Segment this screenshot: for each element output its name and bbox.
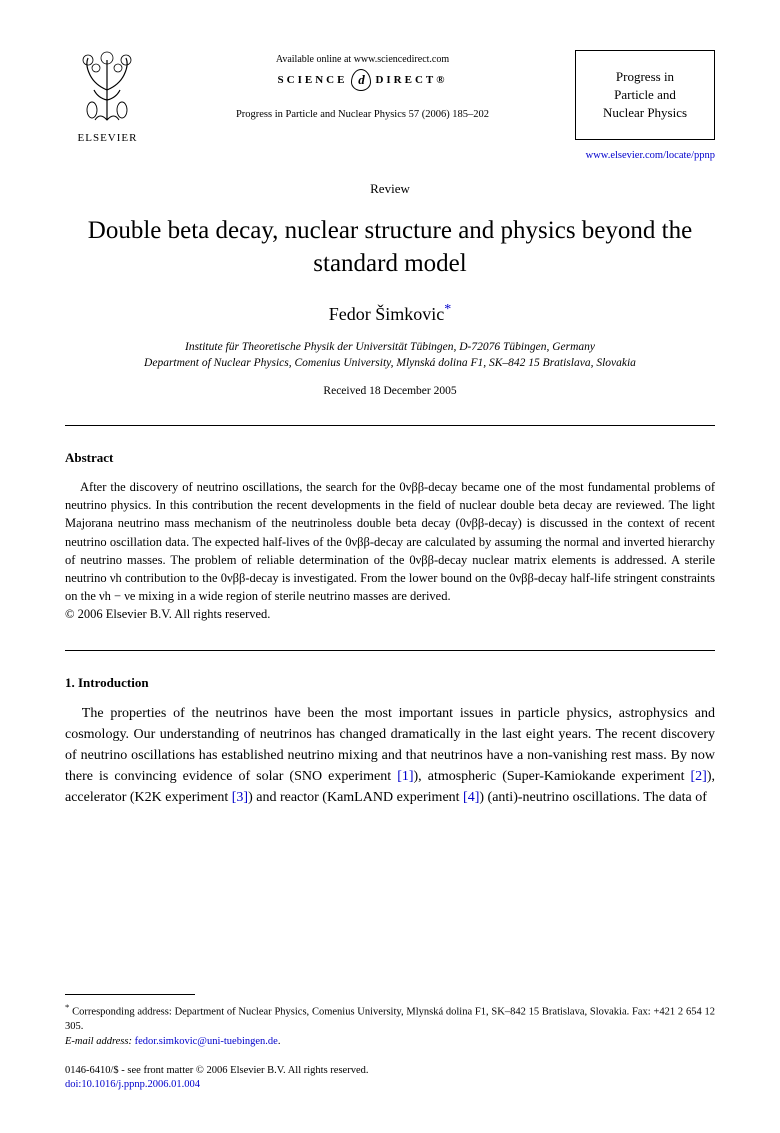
abstract-body: After the discovery of neutrino oscillat…: [65, 478, 715, 605]
article-title: Double beta decay, nuclear structure and…: [65, 215, 715, 280]
header-row: ELSEVIER Available online at www.science…: [65, 50, 715, 144]
affiliation-line2: Department of Nuclear Physics, Comenius …: [65, 355, 715, 371]
citation-1[interactable]: [1]: [397, 769, 413, 784]
intro-text-5: ) (anti)-neutrino oscillations. The data…: [479, 790, 707, 805]
divider-top: [65, 425, 715, 426]
journal-box-line3: Nuclear Physics: [580, 104, 710, 122]
affiliation-block: Institute für Theoretische Physik der Un…: [65, 339, 715, 371]
journal-reference: Progress in Particle and Nuclear Physics…: [150, 109, 575, 120]
journal-box-line1: Progress in: [580, 68, 710, 86]
author-corr-marker: *: [444, 302, 451, 317]
elsevier-label: ELSEVIER: [65, 132, 150, 144]
corresponding-footnote: * Corresponding address: Department of N…: [65, 1001, 715, 1035]
citation-3[interactable]: [3]: [232, 790, 248, 805]
email-label: E-mail address:: [65, 1036, 132, 1047]
corr-marker: *: [65, 1002, 69, 1012]
corr-label: Corresponding address:: [72, 1007, 172, 1018]
email-link[interactable]: fedor.simkovic@uni-tuebingen.de: [135, 1036, 278, 1047]
intro-text-2: ), atmospheric (Super-Kamiokande experim…: [414, 769, 691, 784]
abstract-heading: Abstract: [65, 450, 715, 466]
affiliation-line1: Institute für Theoretische Physik der Un…: [65, 339, 715, 355]
journal-title-box: Progress in Particle and Nuclear Physics: [575, 50, 715, 140]
abstract-copyright: © 2006 Elsevier B.V. All rights reserved…: [65, 607, 715, 622]
elsevier-tree-icon: [70, 50, 145, 125]
journal-box-wrapper: Progress in Particle and Nuclear Physics: [575, 50, 715, 140]
author-text: Fedor Šimkovic: [329, 304, 445, 324]
divider-bottom: [65, 650, 715, 651]
publisher-logo-block: ELSEVIER: [65, 50, 150, 144]
direct-text: DIRECT®: [375, 74, 447, 86]
citation-4[interactable]: [4]: [463, 790, 479, 805]
article-type-label: Review: [65, 181, 715, 197]
citation-2[interactable]: [2]: [691, 769, 707, 784]
author-name: Fedor Šimkovic*: [65, 302, 715, 325]
science-direct-logo: SCIENCE d DIRECT®: [150, 69, 575, 91]
issn-line: 0146-6410/$ - see front matter © 2006 El…: [65, 1064, 715, 1079]
intro-paragraph: The properties of the neutrinos have bee…: [65, 703, 715, 808]
footnote-divider: [65, 994, 195, 995]
journal-url-link[interactable]: www.elsevier.com/locate/ppnp: [65, 150, 715, 161]
email-footnote: E-mail address: fedor.simkovic@uni-tuebi…: [65, 1035, 715, 1050]
journal-box-line2: Particle and: [580, 86, 710, 104]
science-text: SCIENCE: [278, 74, 348, 86]
doi-link[interactable]: doi:10.1016/j.ppnp.2006.01.004: [65, 1078, 715, 1093]
intro-heading: 1. Introduction: [65, 675, 715, 691]
intro-text-4: ) and reactor (KamLAND experiment: [248, 790, 463, 805]
sd-d-icon: d: [351, 69, 371, 91]
received-date: Received 18 December 2005: [65, 385, 715, 397]
header-center: Available online at www.sciencedirect.co…: [150, 50, 575, 120]
available-online-text: Available online at www.sciencedirect.co…: [150, 54, 575, 65]
footer-block: * Corresponding address: Department of N…: [65, 994, 715, 1093]
